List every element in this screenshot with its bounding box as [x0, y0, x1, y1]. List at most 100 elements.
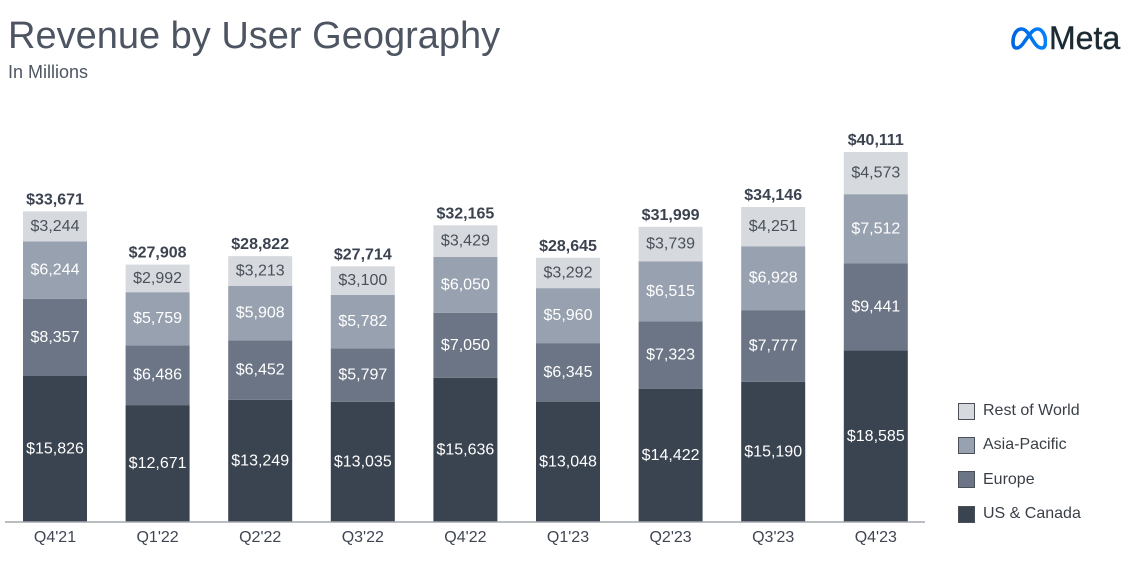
bar-segment-asia-pacific — [536, 288, 600, 344]
data-label-us-canada: $12,671 — [129, 455, 187, 472]
data-label-rest-of-world: $4,573 — [851, 165, 900, 182]
data-label-asia-pacific: $6,050 — [441, 276, 490, 293]
total-label: $28,645 — [539, 238, 597, 255]
x-tick-label: Q2'22 — [239, 529, 281, 546]
logo-wordmark: Meta — [1049, 20, 1121, 56]
page-title: Revenue by User Geography — [8, 15, 501, 57]
bar-segment-us-canada — [23, 376, 87, 522]
bar-segment-us-canada — [638, 388, 703, 522]
data-label-europe: $6,345 — [544, 364, 593, 381]
total-label: $33,671 — [26, 191, 84, 208]
x-tick-label: Q3'22 — [342, 529, 384, 546]
bar-segment-asia-pacific — [330, 294, 395, 349]
bar-segment-rest-of-world — [228, 256, 293, 286]
data-label-asia-pacific: $6,928 — [749, 270, 798, 287]
data-label-europe: $8,357 — [31, 329, 80, 346]
bar-segment-europe — [330, 348, 395, 402]
total-label: $31,999 — [642, 207, 700, 224]
data-label-europe: $7,050 — [441, 337, 490, 354]
meta-infinity-shape — [1011, 27, 1047, 50]
bar-segment-europe — [843, 263, 908, 351]
data-label-europe: $7,777 — [749, 338, 798, 355]
total-label: $34,146 — [744, 187, 802, 204]
bar-segment-europe — [638, 321, 703, 389]
data-label-europe: $6,452 — [236, 362, 285, 379]
x-tick-label: Q1'22 — [136, 529, 178, 546]
data-label-europe: $7,323 — [646, 347, 695, 364]
data-label-rest-of-world: $3,213 — [236, 262, 285, 279]
x-tick-label: Q4'23 — [855, 529, 897, 546]
legend-label-europe: Europe — [983, 470, 1035, 488]
data-label-rest-of-world: $3,429 — [441, 233, 490, 250]
legend-item-europe: Europe — [958, 463, 1118, 497]
bar-segment-europe — [536, 343, 600, 402]
chart-legend: Rest of World Asia-Pacific Europe US & C… — [958, 394, 1118, 531]
data-label-asia-pacific: $5,782 — [338, 313, 387, 330]
data-label-europe: $5,797 — [338, 367, 387, 384]
bar-segment-us-canada — [741, 381, 806, 522]
bar-segment-asia-pacific — [125, 292, 190, 346]
bar-segment-asia-pacific — [638, 261, 703, 322]
bar-segment-asia-pacific — [23, 241, 87, 299]
data-label-rest-of-world: $3,100 — [338, 272, 387, 289]
bar-segment-europe — [433, 312, 498, 378]
bar-segment-rest-of-world — [536, 257, 600, 289]
legend-swatch-asia-pacific — [958, 436, 975, 454]
x-tick-label: Q3'23 — [752, 529, 794, 546]
bar-segment-us-canada — [536, 401, 600, 522]
data-label-europe: $6,486 — [133, 367, 182, 384]
legend-label-asia-pacific: Asia-Pacific — [983, 436, 1067, 454]
legend-label-rest-of-world: Rest of World — [983, 402, 1080, 420]
data-label-us-canada: $15,190 — [744, 443, 802, 460]
bar-segment-us-canada — [433, 377, 498, 522]
bar-segment-us-canada — [330, 401, 395, 522]
meta-infinity-icon — [1011, 27, 1047, 50]
bar-segment-asia-pacific — [843, 194, 908, 264]
total-label: $40,111 — [848, 132, 904, 149]
bar-segment-rest-of-world — [741, 207, 806, 247]
data-label-us-canada: $15,826 — [26, 441, 84, 458]
bar-segment-asia-pacific — [228, 285, 293, 341]
bar-segment-asia-pacific — [741, 246, 806, 311]
data-label-asia-pacific: $6,515 — [646, 283, 695, 300]
data-label-rest-of-world: $2,992 — [133, 270, 182, 287]
legend-item-asia-pacific: Asia-Pacific — [958, 428, 1118, 462]
legend-label-us-canada: US & Canada — [983, 505, 1081, 523]
bar-segment-europe — [125, 345, 190, 406]
bar-segment-rest-of-world — [843, 152, 908, 195]
bar-segment-rest-of-world — [638, 226, 703, 262]
legend-item-us-canada: US & Canada — [958, 497, 1118, 531]
data-label-asia-pacific: $5,960 — [544, 307, 593, 324]
total-label: $27,908 — [129, 245, 187, 262]
bar-segment-us-canada — [843, 350, 908, 522]
x-tick-label: Q4'22 — [444, 529, 486, 546]
bar-segment-rest-of-world — [23, 211, 87, 242]
data-label-us-canada: $15,636 — [436, 441, 494, 458]
bar-segment-europe — [23, 298, 87, 377]
x-tick-label: Q2'23 — [649, 529, 691, 546]
legend-swatch-europe — [958, 471, 975, 489]
bar-segment-rest-of-world — [433, 225, 498, 257]
legend-swatch-rest-of-world — [958, 402, 975, 420]
data-label-rest-of-world: $3,739 — [646, 236, 695, 253]
data-label-rest-of-world: $3,292 — [544, 264, 593, 281]
bar-segment-asia-pacific — [433, 256, 498, 313]
meta-logo: Meta — [1009, 22, 1123, 56]
total-label: $28,822 — [231, 236, 289, 253]
data-label-us-canada: $13,048 — [539, 453, 597, 470]
data-label-us-canada: $18,585 — [847, 428, 905, 445]
page-subtitle: In Millions — [8, 62, 89, 82]
x-tick-label: Q1'23 — [547, 529, 589, 546]
bar-segment-europe — [228, 340, 293, 400]
bar-segment-europe — [741, 310, 806, 382]
bar-segment-rest-of-world — [330, 266, 395, 295]
data-label-asia-pacific: $7,512 — [851, 220, 900, 237]
bar-segment-rest-of-world — [125, 264, 190, 293]
data-label-europe: $9,441 — [851, 299, 900, 316]
data-label-asia-pacific: $5,759 — [133, 310, 182, 327]
x-tick-label: Q4'21 — [34, 529, 76, 546]
data-label-us-canada: $13,249 — [231, 452, 289, 469]
bar-segment-us-canada — [125, 405, 190, 522]
legend-item-rest-of-world: Rest of World — [958, 394, 1118, 428]
